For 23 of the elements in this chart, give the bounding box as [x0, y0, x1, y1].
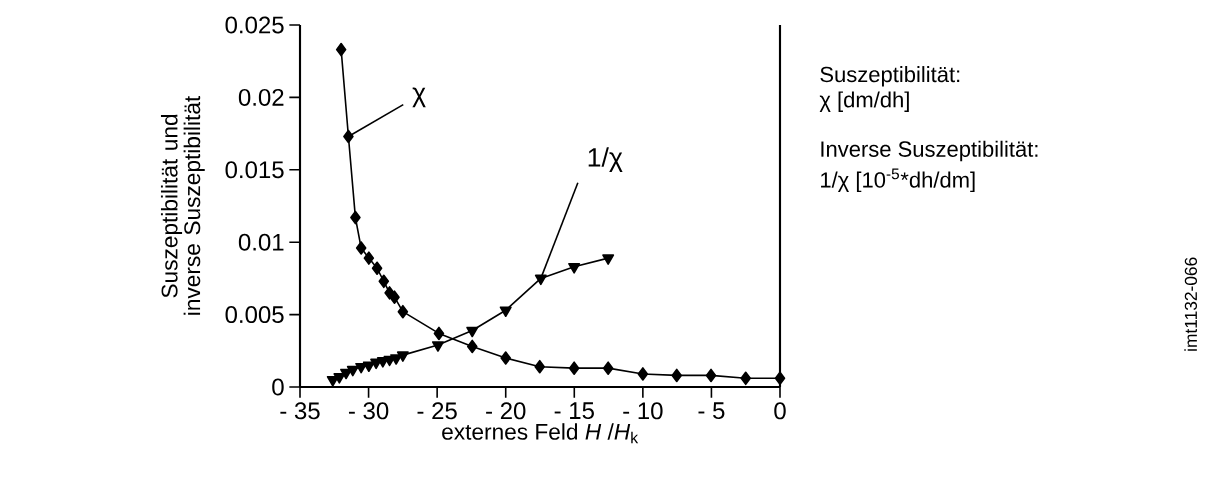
text: χ	[412, 87, 426, 108]
y-tick-label: 0.01	[238, 233, 284, 251]
x-tick-label: 0	[774, 402, 786, 420]
x-tick-label: - 15	[554, 402, 594, 420]
text: Suszeptibilität:	[820, 66, 960, 87]
x-axis-title: externes Feld H /H$_{k}$	[442, 423, 639, 444]
x-tick-label: - 10	[623, 402, 663, 420]
x-tick-label: - 25	[417, 402, 457, 420]
x-tick-label: - 20	[486, 402, 526, 420]
text: 1/χ	[588, 147, 623, 173]
y-tick-label: 0.005	[225, 306, 284, 324]
y-tick-label: 0.025	[225, 16, 284, 34]
text: Inverse Suszeptibilität:	[821, 140, 1038, 162]
x-tick-label: - 30	[348, 402, 389, 420]
y-tick-label: 0.015	[225, 161, 284, 179]
x-tick-label: - 5	[698, 402, 725, 420]
text: 1/χ [10$^{-5}$*dh/dm]	[821, 168, 975, 193]
x-tick-label: - 35	[280, 402, 320, 420]
y-tick-label: 0.02	[238, 88, 284, 106]
y-axis-title: Suszeptibilität und inverse Suszeptibilität	[160, 95, 205, 315]
y-tick-label: 0	[272, 378, 284, 396]
text: imt1132-066	[1184, 257, 1198, 351]
text: χ [dm/dh]	[819, 91, 909, 112]
